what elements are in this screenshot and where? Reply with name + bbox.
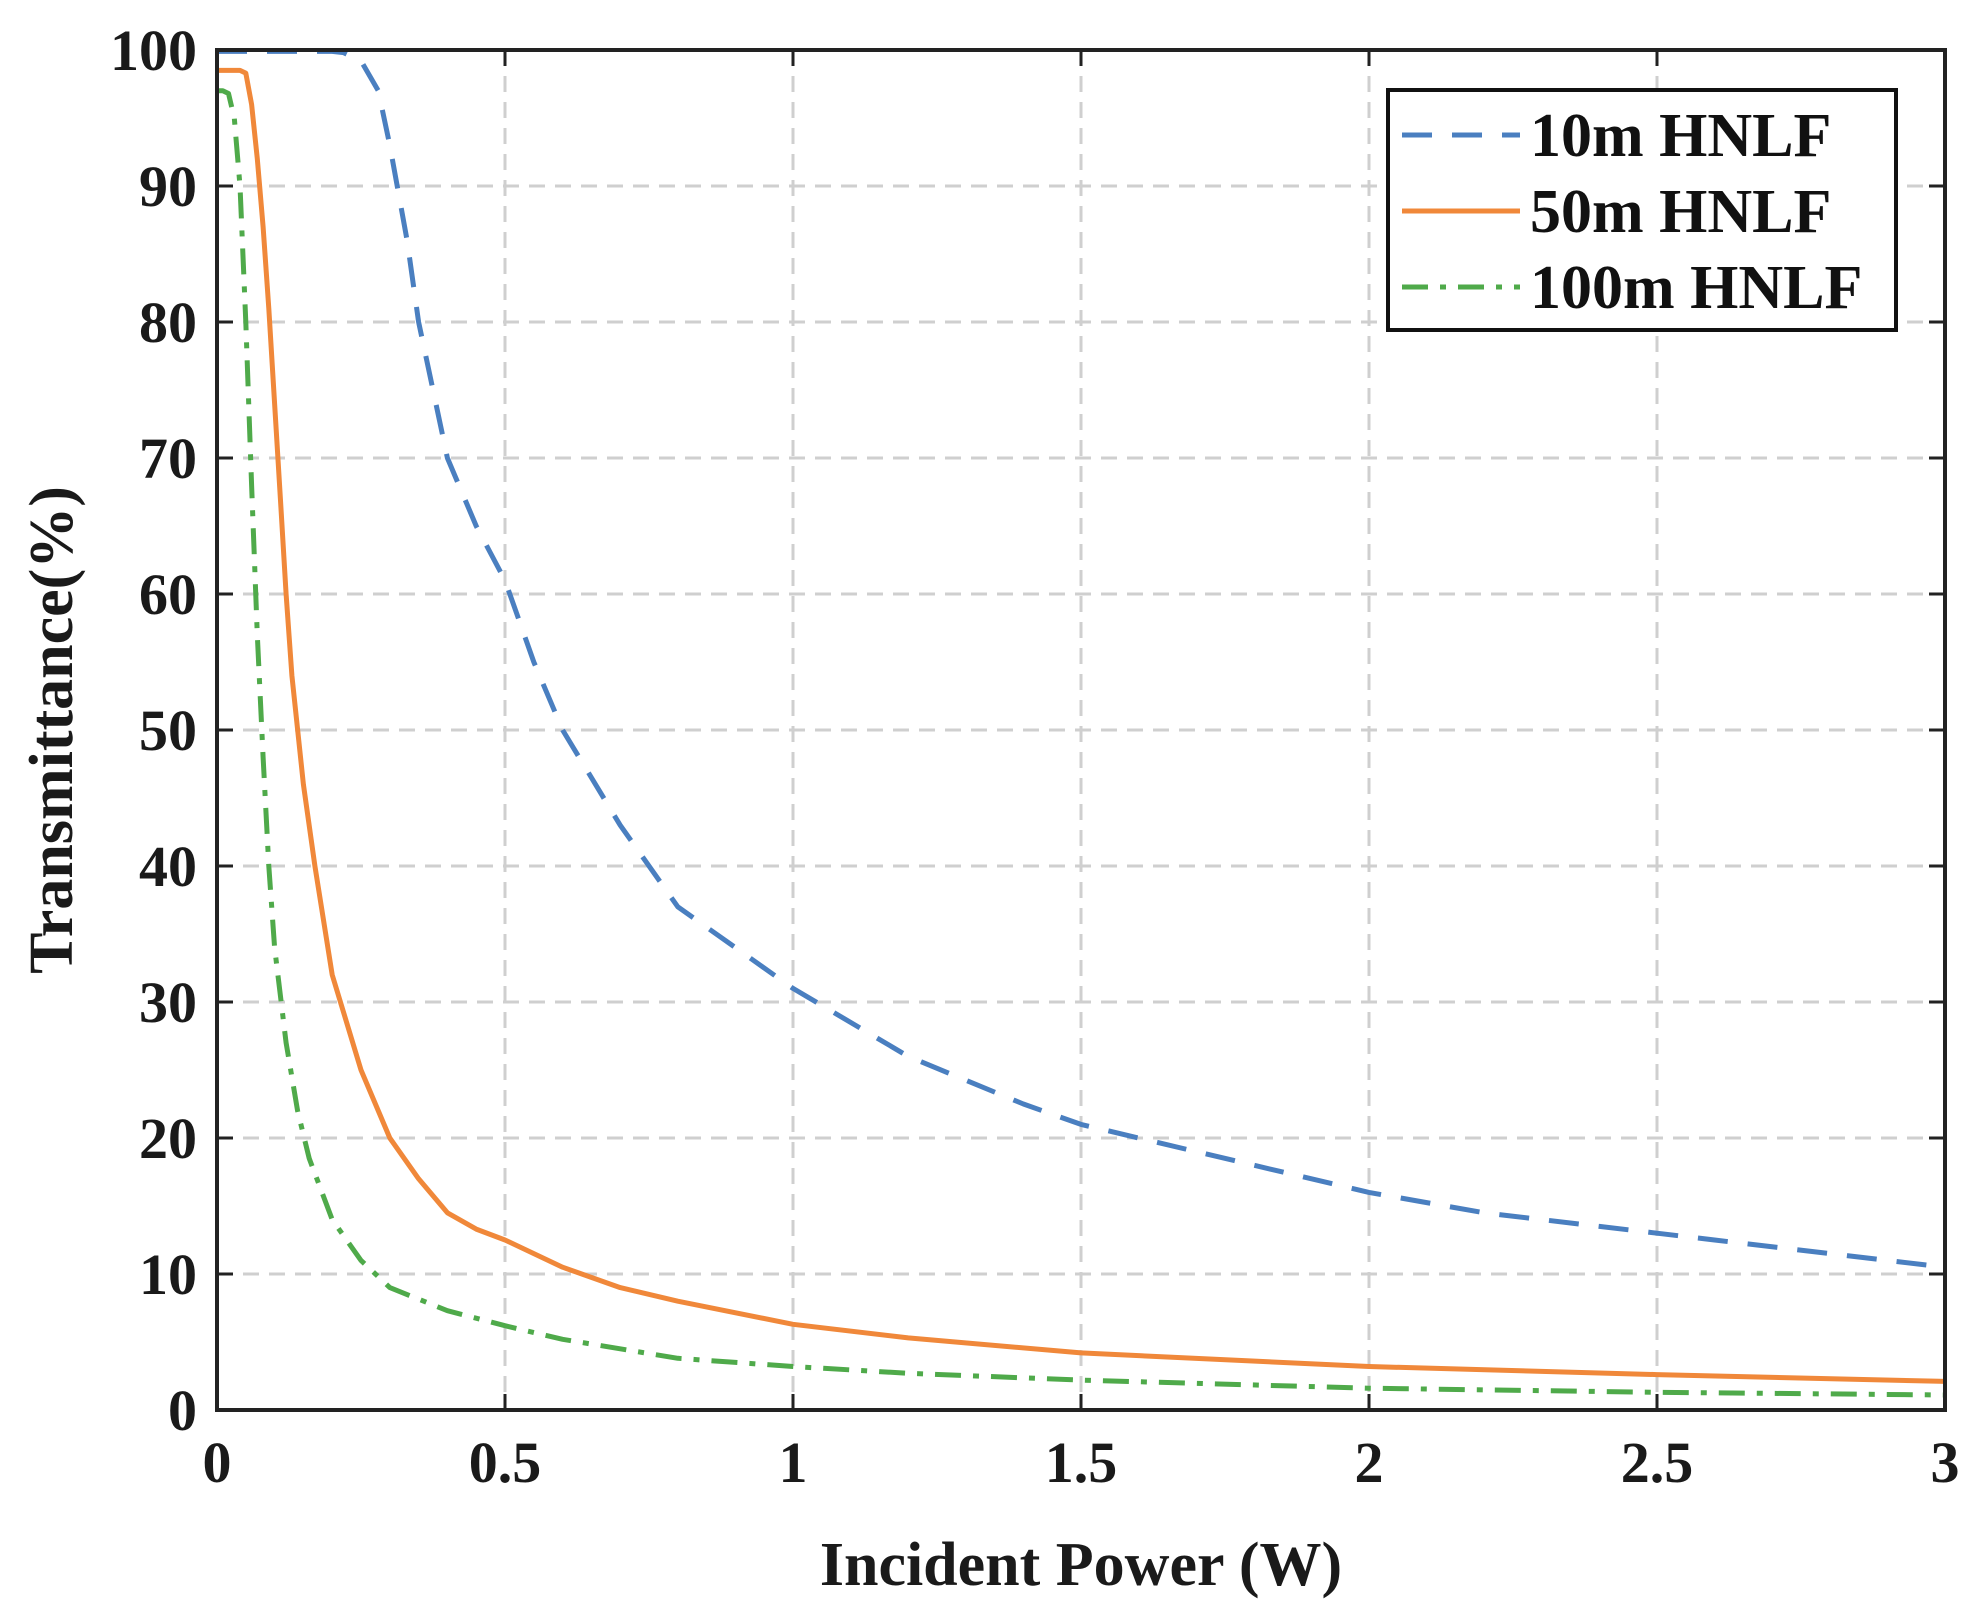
x-tick-label: 0 bbox=[203, 1430, 232, 1495]
y-tick-label: 40 bbox=[139, 834, 197, 899]
y-tick-label: 30 bbox=[139, 970, 197, 1035]
x-tick-label: 1 bbox=[779, 1430, 808, 1495]
series-line-1 bbox=[217, 48, 1946, 1270]
y-axis-label: Transmittance(%) bbox=[18, 486, 86, 974]
series-line-3 bbox=[217, 88, 1946, 1398]
x-tick-label: 1.5 bbox=[1045, 1430, 1118, 1495]
x-axis-label: Incident Power (W) bbox=[820, 1531, 1342, 1599]
y-tick-label: 100 bbox=[110, 18, 197, 83]
legend-label-1: 10m HNLF bbox=[1530, 102, 1831, 170]
x-tick-label: 2.5 bbox=[1621, 1430, 1694, 1495]
legend-label-2: 50m HNLF bbox=[1530, 178, 1831, 246]
y-tick-label: 70 bbox=[139, 426, 197, 491]
series-line-2 bbox=[217, 67, 1946, 1384]
legend: 10m HNLF 50m HNLF 100m HNLF bbox=[1386, 88, 1898, 332]
y-tick-label: 60 bbox=[139, 562, 197, 627]
axis-labels: Incident Power (W) Transmittance(%) bbox=[18, 486, 1342, 1599]
legend-label-3: 100m HNLF bbox=[1530, 254, 1862, 322]
y-tick-label: 90 bbox=[139, 154, 197, 219]
y-tick-label: 10 bbox=[139, 1242, 197, 1307]
y-tick-label: 0 bbox=[168, 1378, 197, 1443]
x-tick-label: 2 bbox=[1355, 1430, 1384, 1495]
y-tick-label: 80 bbox=[139, 290, 197, 355]
x-tick-label: 0.5 bbox=[469, 1430, 542, 1495]
y-tick-label: 50 bbox=[139, 698, 197, 763]
x-tick-label: 3 bbox=[1931, 1430, 1960, 1495]
grid-lines bbox=[217, 50, 1945, 1410]
y-tick-label: 20 bbox=[139, 1106, 197, 1171]
series-lines bbox=[217, 48, 1946, 1398]
